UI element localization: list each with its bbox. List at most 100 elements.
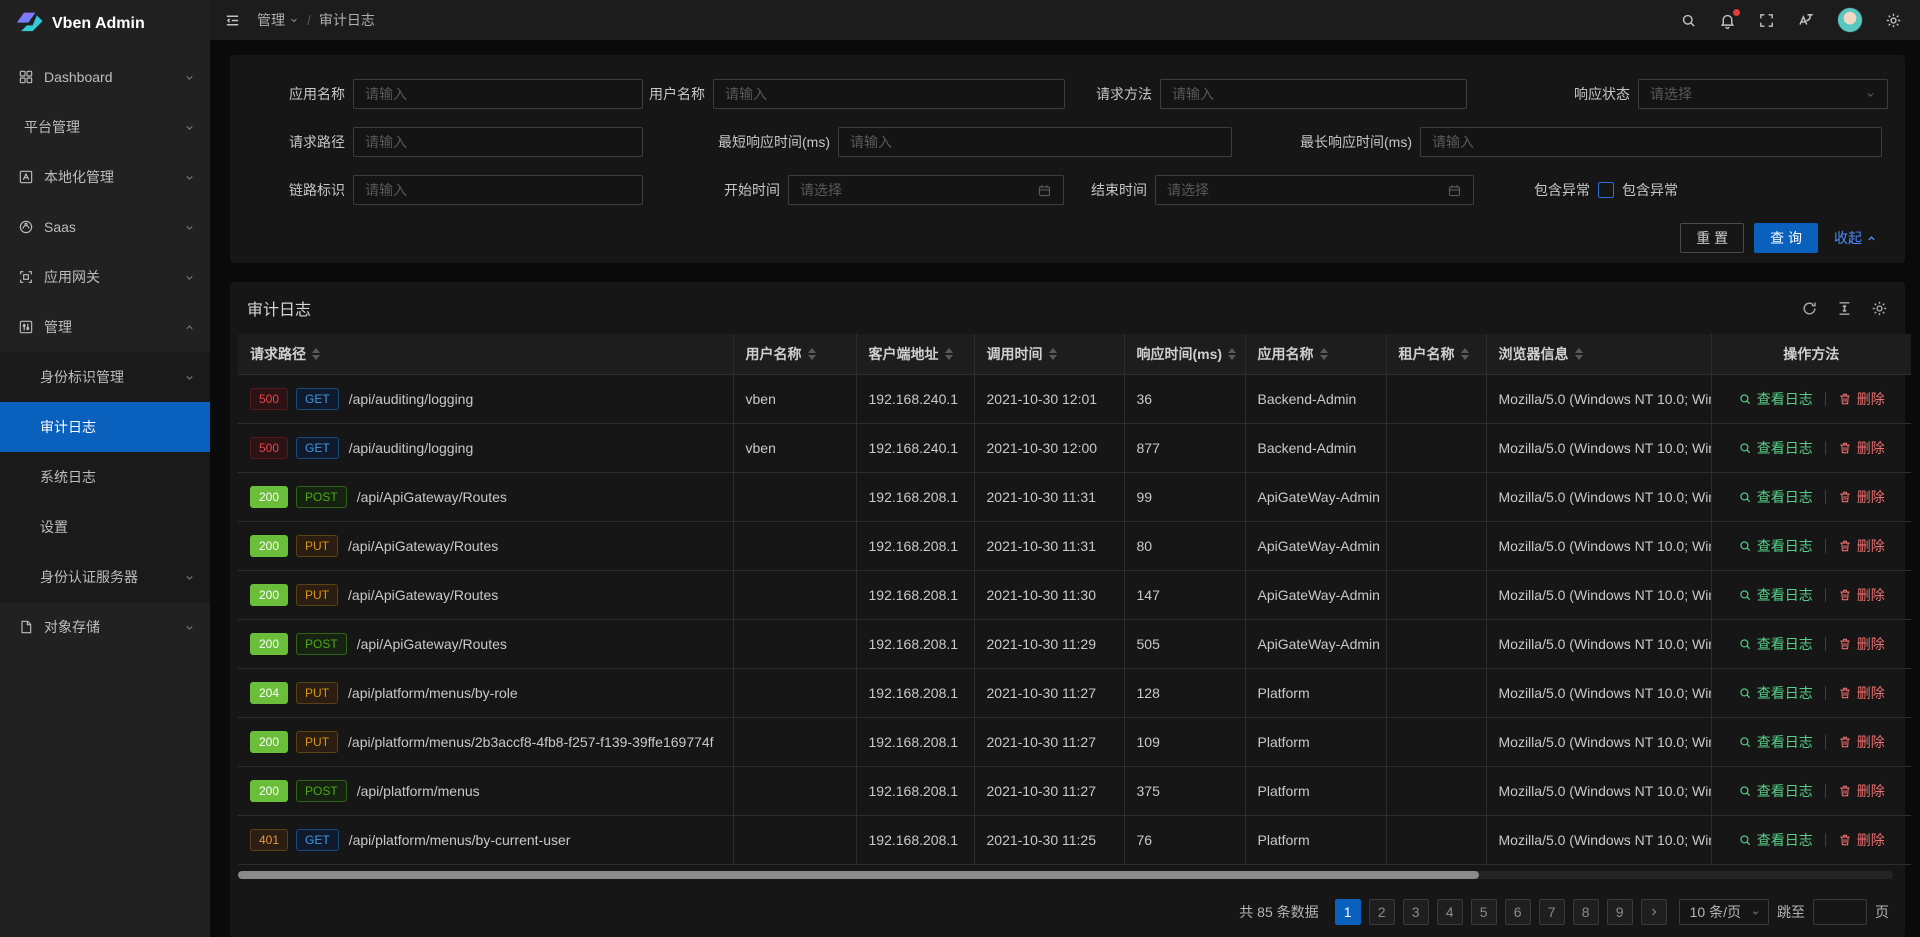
text-input[interactable] bbox=[1172, 86, 1455, 102]
page-button-9[interactable]: 9 bbox=[1606, 899, 1633, 925]
sidebar-item-8[interactable]: 系统日志 bbox=[0, 452, 210, 502]
date-input[interactable]: 请选择 bbox=[1155, 175, 1474, 205]
date-input[interactable]: 请选择 bbox=[788, 175, 1064, 205]
cell-actions: 查看日志 删除 bbox=[1711, 521, 1911, 571]
view-log-button[interactable]: 查看日志 bbox=[1738, 487, 1813, 507]
sort-caret-icon[interactable] bbox=[1319, 347, 1328, 360]
sort-caret-icon[interactable] bbox=[312, 347, 320, 360]
page-button-1[interactable]: 1 bbox=[1334, 899, 1361, 925]
page-button-3[interactable]: 3 bbox=[1402, 899, 1429, 925]
column-header-6[interactable]: 租户名称 bbox=[1386, 334, 1487, 375]
sort-caret-icon[interactable] bbox=[944, 347, 953, 360]
cell-response-ms: 99 bbox=[1124, 472, 1246, 522]
column-header-2[interactable]: 客户端地址 bbox=[856, 334, 975, 375]
method-badge: POST bbox=[296, 485, 347, 508]
sidebar-item-6[interactable]: 身份标识管理 bbox=[0, 352, 210, 402]
page-button-7[interactable]: 7 bbox=[1538, 899, 1565, 925]
request-path: /api/platform/menus/2b3accf8-4fb8-f257-f… bbox=[348, 733, 714, 750]
view-log-button[interactable]: 查看日志 bbox=[1738, 830, 1813, 850]
column-header-4[interactable]: 响应时间(ms) bbox=[1124, 334, 1246, 375]
locale-translate-icon[interactable] bbox=[1797, 11, 1815, 29]
view-log-button[interactable]: 查看日志 bbox=[1738, 683, 1813, 703]
delete-button[interactable]: 删除 bbox=[1838, 389, 1885, 409]
delete-button[interactable]: 删除 bbox=[1838, 830, 1885, 850]
view-log-button[interactable]: 查看日志 bbox=[1738, 536, 1813, 556]
sidebar-item-5[interactable]: 管理 bbox=[0, 302, 210, 352]
sort-caret-icon[interactable] bbox=[1574, 347, 1583, 360]
search-button[interactable]: 查 询 bbox=[1754, 223, 1818, 253]
column-settings-icon[interactable] bbox=[1871, 300, 1888, 317]
text-input[interactable] bbox=[365, 86, 631, 102]
page-button-4[interactable]: 4 bbox=[1436, 899, 1463, 925]
menu-fold-icon[interactable] bbox=[224, 12, 241, 29]
delete-button[interactable]: 删除 bbox=[1838, 585, 1885, 605]
sort-caret-icon[interactable] bbox=[807, 347, 816, 360]
cell-actions: 查看日志 删除 bbox=[1711, 374, 1911, 424]
sidebar-item-2[interactable]: 本地化管理 bbox=[0, 152, 210, 202]
text-input[interactable] bbox=[365, 182, 631, 198]
breadcrumb-parent[interactable]: 管理 bbox=[257, 10, 299, 30]
delete-button[interactable]: 删除 bbox=[1838, 634, 1885, 654]
delete-button[interactable]: 删除 bbox=[1838, 438, 1885, 458]
view-log-button[interactable]: 查看日志 bbox=[1738, 585, 1813, 605]
delete-button[interactable]: 删除 bbox=[1838, 536, 1885, 556]
sidebar-item-1[interactable]: 平台管理 bbox=[0, 102, 210, 152]
exception-checkbox[interactable] bbox=[1598, 182, 1614, 198]
text-input[interactable] bbox=[1432, 134, 1870, 150]
column-header-0[interactable]: 请求路径 bbox=[238, 334, 734, 375]
column-header-1[interactable]: 用户名称 bbox=[733, 334, 857, 375]
page-button-8[interactable]: 8 bbox=[1572, 899, 1599, 925]
view-log-icon bbox=[1738, 588, 1752, 602]
text-input[interactable] bbox=[725, 86, 1053, 102]
horizontal-scrollbar[interactable] bbox=[238, 870, 1893, 879]
reset-button[interactable]: 重 置 bbox=[1680, 223, 1745, 253]
table-row: 200 POST/api/ApiGateway/Routes 192.168.208… bbox=[238, 472, 1911, 522]
next-page-button[interactable] bbox=[1640, 899, 1667, 925]
text-input[interactable] bbox=[850, 134, 1220, 150]
sidebar-item-9[interactable]: 设置 bbox=[0, 502, 210, 552]
view-log-button[interactable]: 查看日志 bbox=[1738, 781, 1813, 801]
jump-page-input[interactable] bbox=[1813, 899, 1867, 925]
user-avatar[interactable] bbox=[1837, 7, 1863, 33]
search-icon[interactable] bbox=[1680, 12, 1697, 29]
view-log-button[interactable]: 查看日志 bbox=[1738, 389, 1813, 409]
page-button-2[interactable]: 2 bbox=[1368, 899, 1395, 925]
sort-caret-icon[interactable] bbox=[1460, 347, 1469, 360]
sort-caret-icon[interactable] bbox=[1048, 347, 1057, 360]
delete-button[interactable]: 删除 bbox=[1838, 487, 1885, 507]
view-log-button[interactable]: 查看日志 bbox=[1738, 634, 1813, 654]
column-header-3[interactable]: 调用时间 bbox=[974, 334, 1125, 375]
logo-row[interactable]: Vben Admin bbox=[0, 0, 210, 48]
page-size-select[interactable]: 10 条/页 bbox=[1678, 899, 1769, 925]
settings-gear-icon[interactable] bbox=[1885, 12, 1902, 29]
brand-name: Vben Admin bbox=[52, 15, 145, 32]
sidebar-item-7[interactable]: 审计日志 bbox=[0, 402, 210, 452]
refresh-icon[interactable] bbox=[1801, 300, 1818, 317]
sidebar-item-0[interactable]: Dashboard bbox=[0, 52, 210, 102]
select-input[interactable]: 请选择 bbox=[1638, 79, 1888, 109]
row-height-icon[interactable] bbox=[1836, 300, 1853, 317]
view-log-button[interactable]: 查看日志 bbox=[1738, 732, 1813, 752]
delete-button[interactable]: 删除 bbox=[1838, 732, 1885, 752]
fullscreen-icon[interactable] bbox=[1758, 12, 1775, 29]
page-button-6[interactable]: 6 bbox=[1504, 899, 1531, 925]
sidebar-item-3[interactable]: Saas bbox=[0, 202, 210, 252]
delete-button[interactable]: 删除 bbox=[1838, 781, 1885, 801]
page-button-5[interactable]: 5 bbox=[1470, 899, 1497, 925]
sidebar-item-label: 管理 bbox=[44, 319, 72, 335]
delete-button[interactable]: 删除 bbox=[1838, 683, 1885, 703]
text-input[interactable] bbox=[365, 134, 631, 150]
cell-user bbox=[733, 619, 857, 669]
column-header-7[interactable]: 浏览器信息 bbox=[1486, 334, 1712, 375]
scrollbar-thumb[interactable] bbox=[238, 870, 1480, 879]
dashboard-icon bbox=[18, 69, 34, 85]
column-header-5[interactable]: 应用名称 bbox=[1245, 334, 1387, 375]
sidebar-item-11[interactable]: 对象存储 bbox=[0, 602, 210, 652]
notification-bell-icon[interactable] bbox=[1719, 8, 1740, 29]
sort-caret-icon[interactable] bbox=[1228, 347, 1237, 360]
sidebar-item-10[interactable]: 身份认证服务器 bbox=[0, 552, 210, 602]
view-log-button[interactable]: 查看日志 bbox=[1738, 438, 1813, 458]
sidebar-item-4[interactable]: 应用网关 bbox=[0, 252, 210, 302]
collapse-filter-link[interactable]: 收起 bbox=[1834, 228, 1877, 248]
